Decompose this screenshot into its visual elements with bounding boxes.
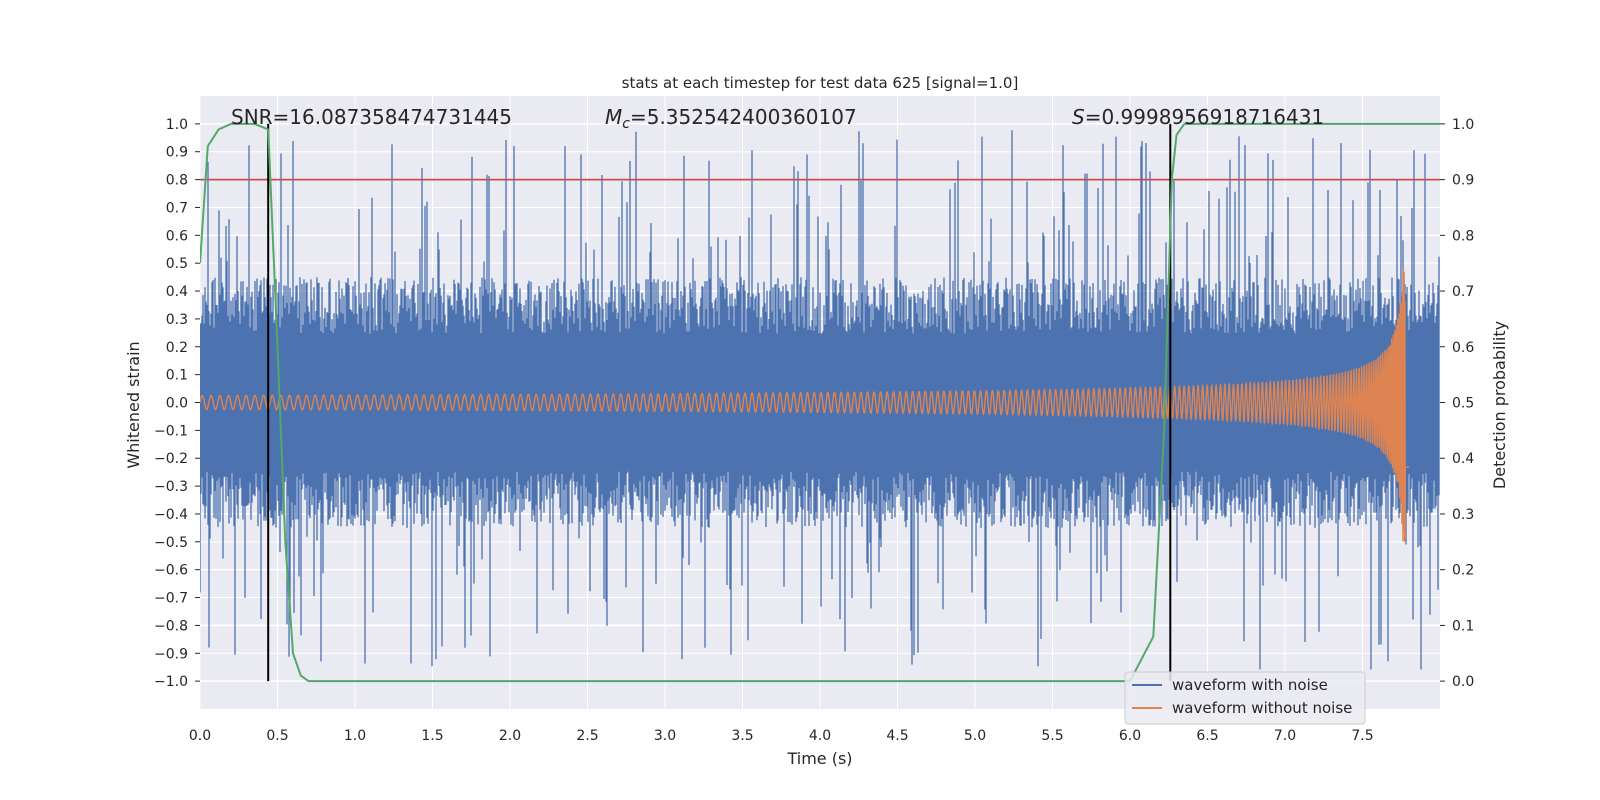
- x-tick-label: 3.0: [654, 728, 676, 744]
- chirp-mass-subscript: c: [622, 116, 630, 132]
- y-left-tick-label: 0.7: [166, 200, 188, 216]
- y-left-tick-label: −0.7: [154, 591, 188, 607]
- y-left-tick-label: −0.9: [154, 646, 188, 662]
- x-axis-label: Time (s): [786, 749, 852, 768]
- clean-waveform-path: [200, 267, 1409, 542]
- chirp-mass-value: =5.352542400360107: [630, 105, 857, 129]
- y-left-tick-label: 0.6: [166, 228, 188, 244]
- y-left-tick-label: 0.0: [166, 396, 188, 412]
- y-right-tick-label: 0.6: [1452, 340, 1474, 356]
- y-left-tick-label: 0.3: [166, 312, 188, 328]
- series-detection-probability: [200, 122, 1440, 683]
- significance-annotation: S=0.9998956918716431: [1072, 105, 1324, 129]
- y-left-tick-label: 0.2: [166, 340, 188, 356]
- y-left-tick-label: −0.3: [154, 479, 188, 495]
- chart-title: stats at each timestep for test data 625…: [622, 74, 1019, 92]
- y-left-tick-label: −0.8: [154, 618, 188, 634]
- x-tick-label: 2.5: [576, 728, 598, 744]
- x-tick-label: 1.5: [421, 728, 443, 744]
- y-right-tick-label: 0.9: [1452, 173, 1474, 189]
- y-left-tick-label: −0.5: [154, 535, 188, 551]
- y-left-tick-label: −0.1: [154, 423, 188, 439]
- y-left-tick-label: −1.0: [154, 674, 188, 690]
- x-tick-label: 6.5: [1196, 728, 1218, 744]
- y-right-tick-label: 0.4: [1452, 451, 1474, 467]
- y-left-tick-label: 1.0: [166, 117, 188, 133]
- legend-label-clean: waveform without noise: [1172, 699, 1352, 717]
- snr-annotation: SNR=16.087358474731445: [231, 105, 512, 129]
- significance-symbol: S: [1072, 105, 1085, 129]
- y-right-tick-label: 0.0: [1452, 674, 1474, 690]
- y-right-tick-label: 0.8: [1452, 228, 1474, 244]
- x-tick-label: 7.0: [1274, 728, 1296, 744]
- x-tick-label: 1.0: [344, 728, 366, 744]
- y-left-tick-label: 0.4: [166, 284, 188, 300]
- y-left-tick-label: −0.2: [154, 451, 188, 467]
- x-tick-label: 5.0: [964, 728, 986, 744]
- chirp-mass-symbol: M: [605, 105, 622, 129]
- y-left-tick-label: −0.6: [154, 563, 188, 579]
- y-axis-right-label: Detection probability: [1490, 321, 1509, 489]
- y-left-tick-label: 0.1: [166, 368, 188, 384]
- y-axis-left-label: Whitened strain: [124, 341, 143, 468]
- x-tick-label: 3.5: [731, 728, 753, 744]
- y-axis-right-ticks: 1.0 0.9 0.8 0.7 0.6 0.5 0.4 0.3 0.2 0.1 0.0: [1440, 117, 1474, 690]
- legend-label-noisy: waveform with noise: [1172, 676, 1328, 694]
- y-right-tick-label: 0.3: [1452, 507, 1474, 523]
- x-tick-label: 4.0: [809, 728, 831, 744]
- y-right-tick-label: 1.0: [1452, 117, 1474, 133]
- y-left-tick-label: 0.9: [166, 145, 188, 161]
- significance-value: =0.9998956918716431: [1085, 105, 1324, 129]
- y-left-tick-label: 0.8: [166, 173, 188, 189]
- y-left-tick-label: 0.5: [166, 256, 188, 272]
- y-right-tick-label: 0.5: [1452, 396, 1474, 412]
- x-tick-label: 0.0: [189, 728, 211, 744]
- chirp-mass-annotation: Mc=5.352542400360107: [605, 105, 857, 132]
- x-tick-label: 2.0: [499, 728, 521, 744]
- y-right-tick-label: 0.1: [1452, 618, 1474, 634]
- plot-area: [200, 122, 1440, 683]
- series-waveform-without-noise: [200, 267, 1409, 542]
- x-tick-label: 5.5: [1041, 728, 1063, 744]
- y-left-tick-label: −0.4: [154, 507, 188, 523]
- y-right-tick-label: 0.7: [1452, 284, 1474, 300]
- legend: waveform with noise waveform without noi…: [1124, 671, 1366, 725]
- legend-box: [1124, 671, 1366, 725]
- y-axis-left-ticks: 1.0 0.9 0.8 0.7 0.6 0.5 0.4 0.3 0.2 0.1 0.0 −0.1 −0.…: [154, 117, 200, 690]
- x-tick-label: 0.5: [266, 728, 288, 744]
- x-axis-ticks: 0.0 0.5 1.0 1.5 2.0 2.5 3.0 3.5 4.0 4.5 5.0 5.5 6.0 6…: [189, 728, 1374, 744]
- x-tick-label: 7.5: [1351, 728, 1373, 744]
- y-right-tick-label: 0.2: [1452, 563, 1474, 579]
- x-tick-label: 4.5: [886, 728, 908, 744]
- x-tick-label: 6.0: [1119, 728, 1141, 744]
